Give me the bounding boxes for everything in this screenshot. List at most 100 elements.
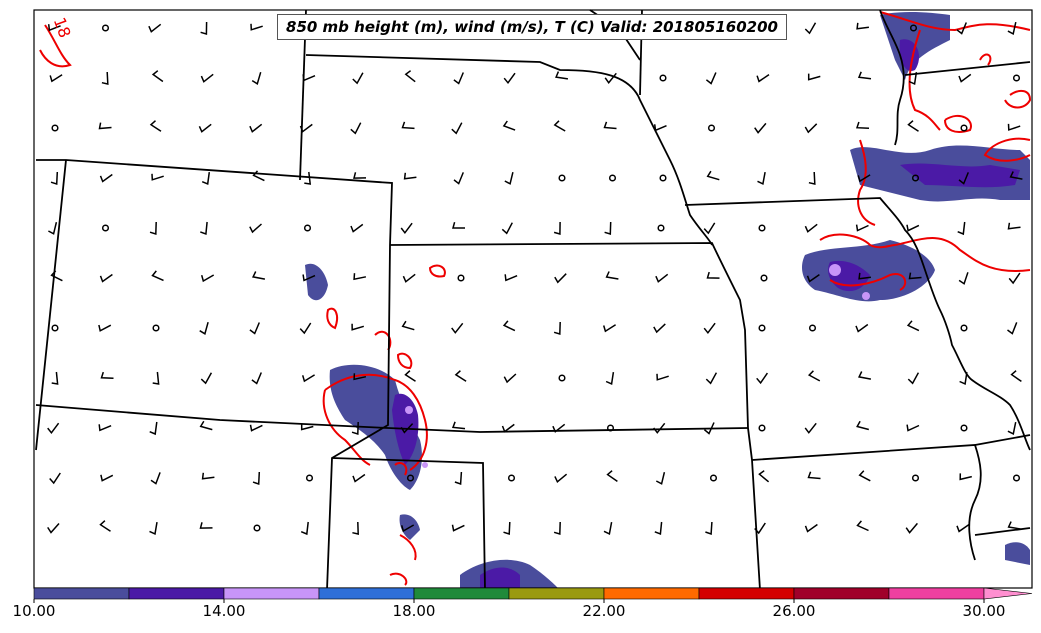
wind-barb [453,172,464,185]
wind-barb [553,221,561,235]
wind-barb [1007,123,1021,131]
wind-barb [49,74,63,83]
wind-calm-circle [758,224,766,232]
colorbar-segment [508,587,605,600]
wind-barb [856,520,869,532]
wind-barb [148,23,162,33]
colorbar-segment [128,587,225,600]
wind-barb [200,21,208,35]
wind-barb [602,324,616,333]
wind-barb [504,172,514,185]
wind-barb [199,420,213,431]
wind-barb [1008,272,1021,285]
wind-barb [200,372,213,385]
wind-barb [855,224,869,232]
wind-barb [958,272,969,285]
wind-barb [553,321,561,335]
wind-barb [655,472,666,485]
wind-barb [653,422,666,434]
wind-calm-circle [558,174,566,182]
wind-barb [149,221,157,236]
wind-barb [605,371,615,385]
wind-barb [552,423,566,433]
wind-barb [857,371,872,380]
wind-calm-circle [960,124,968,132]
wind-barb [756,372,769,385]
wind-barb [905,522,918,534]
wind-barb [201,472,215,480]
wind-barb [200,221,208,236]
wind-barb [554,273,567,284]
colorbar-label: 18.00 [392,602,436,620]
wind-barb [705,521,713,536]
wind-calm-circle [457,274,465,282]
wind-calm-circle [911,474,920,482]
wind-barb [250,23,263,31]
wind-barb [400,222,413,235]
wind-calm-circle [51,124,59,132]
wind-barb [299,123,313,133]
wind-barb [47,523,60,534]
wind-barb [151,173,164,181]
wind-barb [604,72,617,84]
wind-barb [502,120,516,131]
wind-barb [655,273,669,283]
wind-barb [351,421,359,436]
colorbar-segment [413,587,510,600]
wind-barb [252,471,261,486]
wind-calm-circle [606,424,615,432]
wind-barb [804,22,817,35]
wind-barb [251,71,262,85]
wind-barbs [47,21,1023,536]
colorbar [33,587,1033,603]
wind-barb [249,223,262,234]
wind-barb [1007,322,1018,335]
wind-barb [808,171,816,185]
wind-barb [1010,370,1022,383]
wind-calm-circle [758,324,766,332]
wind-barb [453,72,464,85]
wind-barb [956,523,970,533]
wind-barb [99,520,111,532]
wind-barb [352,72,364,85]
wind-barb [251,271,266,280]
wind-calm-circle [152,324,160,332]
wind-barb [401,320,415,331]
wind-barb [654,521,663,536]
wind-barb [201,171,211,185]
wind-barb [301,374,315,383]
wind-barb [503,373,517,384]
wind-barb [856,420,869,431]
colorbar-segment [603,587,700,600]
wind-barb [249,123,263,133]
wind-barb [47,24,61,32]
wind-barb [302,274,316,282]
wind-barb [149,521,158,535]
wind-barb [403,172,417,180]
map-title: 850 mb height (m), wind (m/s), T (C) Val… [277,14,787,40]
wind-barb [200,73,214,83]
wind-barb [50,270,63,282]
wind-barb [451,322,464,334]
wind-barb [47,422,60,435]
wind-barb [758,470,770,483]
wind-barb [804,223,818,233]
wind-barb [959,473,972,481]
wind-barb [451,122,463,135]
wind-barb [754,522,766,535]
wind-barb [1007,421,1017,436]
wind-calm-circle [659,174,667,182]
wind-barb [653,124,667,132]
wind-barb [200,274,215,283]
wind-barb [603,121,617,130]
wind-barb [804,123,818,134]
wind-barb [304,171,312,185]
wind-calm-circle [51,324,59,332]
wind-calm-circle [253,524,261,532]
colorbar-segment [33,587,130,600]
wind-barb [906,424,920,432]
colorbar-label: 10.00 [12,602,56,620]
wind-barb [757,171,766,186]
wind-barb [1007,521,1021,530]
